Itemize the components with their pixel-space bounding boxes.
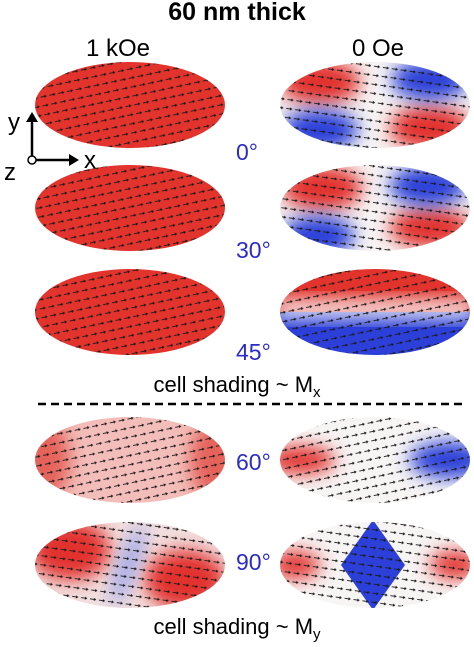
caption-subscript: y [313, 626, 321, 643]
caption-text: cell shading ~ M [153, 372, 313, 397]
title: 60 nm thick [168, 0, 306, 26]
caption: cell shading ~ My [153, 614, 321, 643]
simulation-cell [280, 62, 470, 608]
angle-label: 60° [236, 449, 271, 475]
column-label: 1 kOe [86, 35, 150, 62]
axis-label: x [84, 147, 96, 174]
angle-label: 45° [236, 339, 271, 365]
caption-subscript: x [313, 384, 321, 401]
angle-label: 30° [236, 237, 271, 263]
axis-label: y [8, 109, 20, 136]
caption-text: cell shading ~ M [153, 614, 313, 639]
column-label: 0 Oe [352, 35, 404, 62]
caption: cell shading ~ Mx [153, 372, 321, 401]
angle-label: 90° [236, 549, 271, 575]
axis-label: z [4, 159, 16, 186]
simulation-cell [35, 62, 225, 608]
axis-symbol [26, 112, 79, 166]
angle-label: 0° [236, 139, 258, 165]
